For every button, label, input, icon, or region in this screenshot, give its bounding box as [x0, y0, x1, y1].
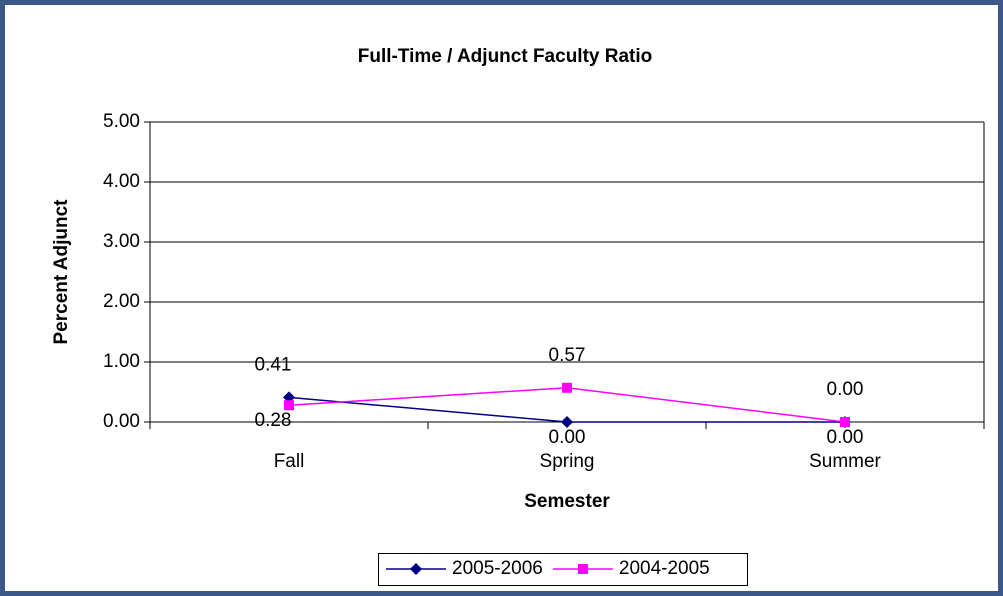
- data-label: 0.00: [827, 427, 864, 448]
- y-tick-label: 1.00: [103, 351, 140, 372]
- data-point: [561, 416, 573, 428]
- x-axis-label: Semester: [524, 491, 610, 512]
- data-label: 0.57: [549, 345, 586, 366]
- data-label: 0.28: [255, 410, 292, 431]
- data-label: 0.41: [255, 354, 292, 375]
- x-tick-label: Summer: [809, 451, 881, 472]
- chart-title: Full-Time / Adjunct Faculty Ratio: [358, 46, 653, 67]
- y-tick-label: 0.00: [103, 411, 140, 432]
- data-point: [840, 417, 850, 427]
- x-tick-label: Fall: [274, 451, 305, 472]
- legend-label: 2004-2005: [619, 558, 710, 579]
- data-label: 0.00: [549, 427, 586, 448]
- legend-marker: [410, 563, 422, 575]
- legend-label: 2005-2006: [452, 558, 543, 579]
- y-axis-label: Percent Adjunct: [51, 199, 72, 345]
- legend-marker: [577, 564, 588, 574]
- data-point: [284, 400, 294, 411]
- y-tick-label: 5.00: [103, 111, 140, 132]
- y-tick-label: 3.00: [103, 231, 140, 252]
- data-point: [562, 382, 572, 393]
- y-tick-label: 4.00: [103, 171, 140, 192]
- x-tick-label: Spring: [540, 451, 595, 472]
- y-tick-label: 2.00: [103, 291, 140, 312]
- data-label: 0.00: [827, 379, 864, 400]
